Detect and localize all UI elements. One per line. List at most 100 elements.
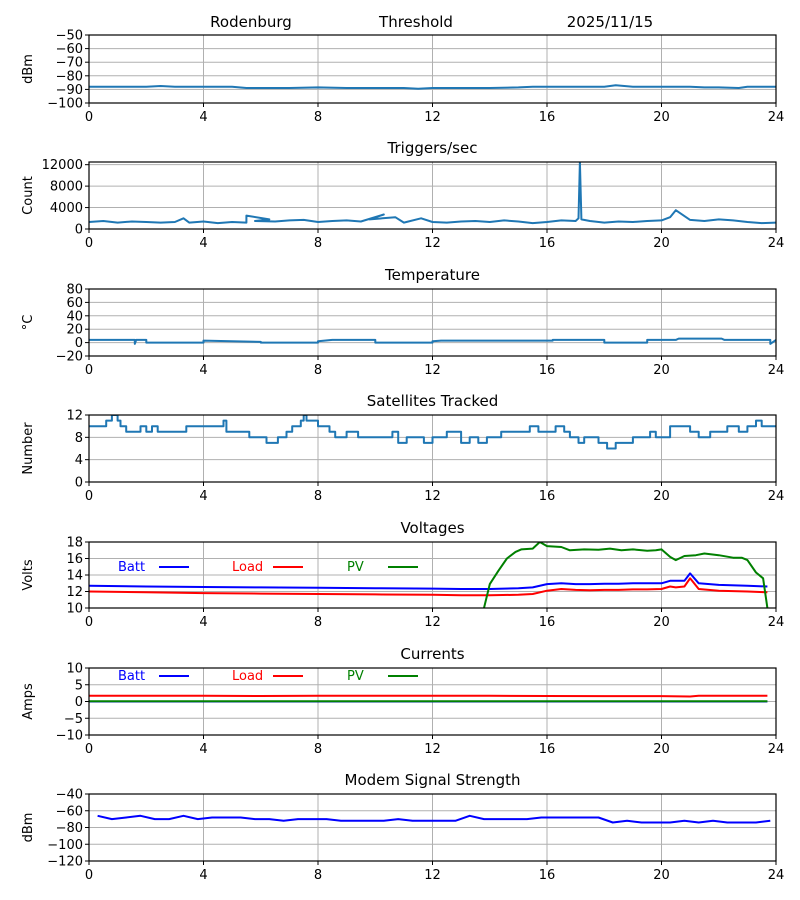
chart-title: Voltages	[400, 519, 464, 537]
chart-title: Satellites Tracked	[367, 392, 498, 410]
report-date: 2025/11/15	[567, 13, 653, 31]
y-axis-label: Number	[21, 422, 36, 475]
x-tick-label: 24	[768, 110, 785, 125]
y-axis-label: Amps	[21, 683, 36, 720]
x-tick-label: 16	[539, 615, 556, 630]
x-tick-label: 8	[314, 868, 322, 883]
y-tick-label: −5	[64, 712, 83, 727]
x-tick-label: 12	[424, 236, 441, 251]
x-tick-label: 24	[768, 868, 785, 883]
y-tick-label: −60	[56, 804, 83, 819]
x-tick-label: 4	[199, 489, 207, 504]
x-tick-label: 24	[768, 742, 785, 757]
x-tick-label: 8	[314, 236, 322, 251]
x-tick-label: 0	[85, 615, 93, 630]
panel-name-threshold: Threshold	[378, 13, 453, 31]
y-tick-label: 14	[66, 569, 83, 584]
y-tick-label: 12	[66, 585, 83, 600]
x-tick-label: 4	[199, 110, 207, 125]
y-tick-label: 0	[75, 223, 83, 238]
y-tick-label: −70	[56, 56, 83, 71]
series-line-modem-modem	[97, 814, 771, 824]
series-line-voltages-load	[89, 577, 768, 597]
y-axis-label: Volts	[21, 559, 36, 591]
x-tick-label: 0	[85, 742, 93, 757]
x-tick-label: 24	[768, 615, 785, 630]
x-tick-label: 16	[539, 489, 556, 504]
y-tick-label: −80	[56, 821, 83, 836]
panel-satellites: 0 4 8 12 16 20 24 0 4 8 12 Satellites Tracked Number	[21, 392, 784, 504]
legend: Batt Load PV	[118, 669, 418, 684]
y-tick-label: 20	[66, 323, 83, 338]
series-line-temperature-temperature	[89, 337, 776, 345]
y-tick-label: −100	[47, 97, 83, 112]
legend-label-batt: Batt	[118, 560, 145, 575]
x-tick-label: 12	[424, 742, 441, 757]
x-tick-label: 0	[85, 489, 93, 504]
panel-modem: 0 4 8 12 16 20 24 −120 −100 −80 −60−40 Modem Signal…	[21, 771, 784, 883]
y-tick-label: −40	[56, 788, 83, 803]
x-tick-label: 8	[314, 615, 322, 630]
y-axis-label: °C	[21, 315, 36, 331]
x-tick-label: 0	[85, 110, 93, 125]
series-line-threshold-threshold	[89, 84, 776, 90]
y-tick-label: 10	[66, 662, 83, 677]
y-axis-label: Count	[21, 176, 36, 215]
y-tick-label: 10	[66, 602, 83, 617]
x-tick-label: 12	[424, 615, 441, 630]
y-axis-label: dBm	[21, 813, 36, 843]
x-tick-label: 24	[768, 489, 785, 504]
legend-label-load: Load	[232, 669, 263, 684]
series-line-satellites-satellites	[89, 415, 776, 450]
y-tick-label: 5	[75, 678, 83, 693]
series-line-voltages-pv	[483, 542, 769, 608]
chart-title: Modem Signal Strength	[345, 771, 521, 789]
y-tick-label: −20	[56, 350, 83, 365]
x-tick-label: 16	[539, 110, 556, 125]
x-tick-label: 8	[314, 110, 322, 125]
panel-threshold: 0 4 8 12 16 20 24 −100−90−80−70−60−50 dBm	[21, 29, 784, 126]
x-tick-label: 4	[199, 236, 207, 251]
x-tick-label: 12	[424, 363, 441, 378]
y-tick-label: 0	[75, 336, 83, 351]
panel-triggers: 0 4 8 12 16 20 24 0 4000 8000 12000 Triggers/sec Cou…	[21, 139, 784, 251]
x-tick-label: 4	[199, 363, 207, 378]
y-tick-label: 18	[66, 536, 83, 551]
x-tick-label: 12	[424, 110, 441, 125]
series-line-triggers-triggers	[89, 162, 776, 225]
x-tick-label: 20	[653, 868, 670, 883]
legend-label-batt: Batt	[118, 669, 145, 684]
x-tick-label: 20	[653, 236, 670, 251]
x-tick-label: 0	[85, 236, 93, 251]
y-tick-label: 4	[75, 453, 83, 468]
x-tick-label: 16	[539, 742, 556, 757]
x-tick-label: 12	[424, 489, 441, 504]
x-tick-label: 20	[653, 110, 670, 125]
y-tick-label: −100	[47, 838, 83, 853]
y-tick-label: 4000	[50, 201, 83, 216]
y-tick-label: 16	[66, 552, 83, 567]
x-tick-label: 4	[199, 742, 207, 757]
x-tick-label: 16	[539, 363, 556, 378]
x-tick-label: 24	[768, 363, 785, 378]
legend-label-pv: PV	[347, 560, 364, 575]
chart-title: Triggers/sec	[387, 139, 478, 157]
y-tick-label: −10	[56, 729, 83, 744]
y-tick-label: −90	[56, 83, 83, 98]
x-tick-label: 0	[85, 363, 93, 378]
x-tick-label: 20	[653, 742, 670, 757]
y-tick-label: 8000	[50, 180, 83, 195]
y-tick-label: 0	[75, 695, 83, 710]
y-tick-label: −80	[56, 69, 83, 84]
y-tick-label: 80	[66, 283, 83, 298]
y-tick-label: 0	[75, 476, 83, 491]
x-tick-label: 20	[653, 363, 670, 378]
x-tick-label: 4	[199, 615, 207, 630]
x-tick-label: 12	[424, 868, 441, 883]
legend: Batt Load PV	[118, 560, 418, 575]
